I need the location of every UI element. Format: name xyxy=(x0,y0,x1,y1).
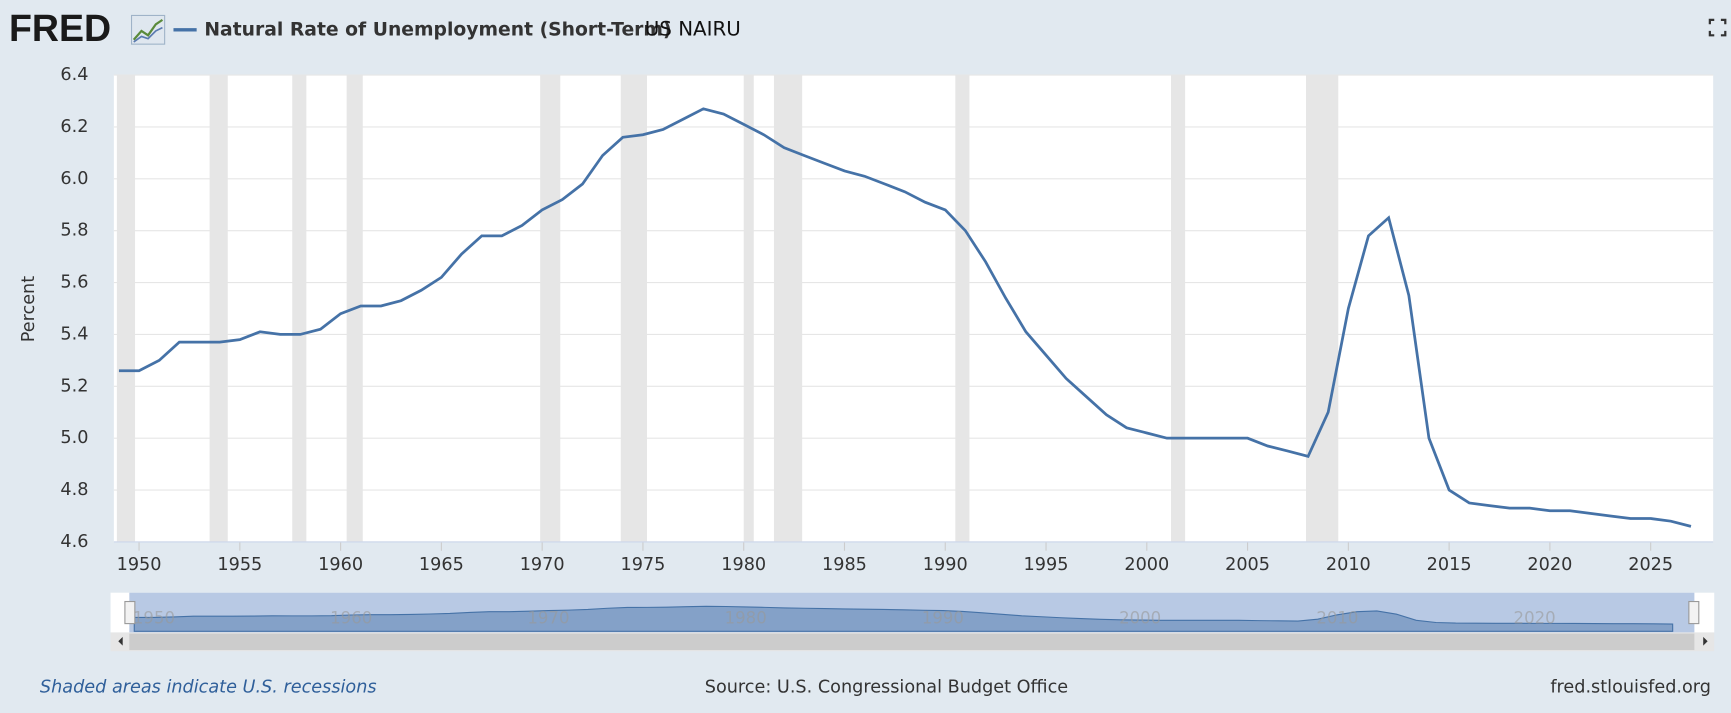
x-tick-label: 1960 xyxy=(318,555,363,575)
scrollbar-thumb[interactable] xyxy=(129,633,1695,651)
y-tick-label: 4.8 xyxy=(60,480,88,500)
navigator-handle[interactable] xyxy=(124,600,136,625)
x-tick-label: 2005 xyxy=(1225,555,1270,575)
navigator-tick-label: 1980 xyxy=(725,609,767,628)
scroll-right[interactable] xyxy=(1703,636,1708,646)
navigator-tick-label: 2010 xyxy=(1316,609,1358,628)
x-tick-label: 1950 xyxy=(117,555,162,575)
navigator-tick-label: 1970 xyxy=(527,609,569,628)
navigator-tick-label: 1990 xyxy=(922,609,964,628)
navigator: 1950 1960 1970 1980 1990 2000 2010 2020 xyxy=(110,592,1715,652)
series-line xyxy=(118,107,1692,528)
x-tick-label: 1980 xyxy=(721,555,766,575)
logo[interactable]: FRED xyxy=(9,7,111,49)
annotation: US NAIRU xyxy=(645,17,741,40)
y-tick-label: 5.8 xyxy=(60,221,88,241)
x-tick-label: 2010 xyxy=(1326,555,1371,575)
recession-band xyxy=(116,75,136,542)
recession-band xyxy=(292,75,307,542)
navigator-tick-label: 1950 xyxy=(133,609,175,628)
recession-band xyxy=(209,75,228,542)
recession-note[interactable]: Shaded areas indicate U.S. recessions xyxy=(40,678,377,698)
navigator-tick-label: 2000 xyxy=(1119,609,1161,628)
x-tick-label: 1975 xyxy=(620,555,665,575)
site-url[interactable]: fred.stlouisfed.org xyxy=(1550,678,1711,698)
recession-band xyxy=(1170,75,1186,542)
y-tick-label: 6.0 xyxy=(60,169,88,189)
x-tick-label: 1985 xyxy=(822,555,867,575)
fullscreen-button[interactable] xyxy=(1708,18,1727,37)
recession-band xyxy=(743,75,754,542)
recession-band xyxy=(540,75,561,542)
logo-icon xyxy=(130,14,166,45)
navigator-tick-label: 2020 xyxy=(1514,609,1556,628)
plot-area xyxy=(113,75,1714,542)
y-tick-label: 4.6 xyxy=(60,532,88,552)
legend-label: Natural Rate of Unemployment (Short-Term… xyxy=(204,19,671,40)
y-axis-label: Percent xyxy=(19,276,39,342)
x-tick-label: 1990 xyxy=(923,555,968,575)
scroll-left[interactable] xyxy=(118,636,123,646)
recession-band xyxy=(955,75,970,542)
navigator-handle[interactable] xyxy=(1688,600,1700,625)
x-tick-label: 2000 xyxy=(1124,555,1169,575)
x-tick-label: 2025 xyxy=(1628,555,1673,575)
recession-band xyxy=(1306,75,1339,542)
x-tick-label: 1955 xyxy=(217,555,262,575)
x-tick-label: 2020 xyxy=(1527,555,1572,575)
x-tick-label: 1995 xyxy=(1024,555,1069,575)
y-tick-label: 6.2 xyxy=(60,117,88,137)
x-tick-label: 2015 xyxy=(1427,555,1472,575)
y-tick-label: 5.4 xyxy=(60,324,88,344)
navigator-selection[interactable] xyxy=(129,592,1695,633)
y-tick-label: 6.4 xyxy=(60,65,88,85)
x-tick-label: 1970 xyxy=(520,555,565,575)
recession-band xyxy=(620,75,647,542)
x-tick-label: 1965 xyxy=(419,555,464,575)
y-tick-label: 5.2 xyxy=(60,376,88,396)
y-tick-label: 5.6 xyxy=(60,273,88,293)
navigator-tick-label: 1960 xyxy=(330,609,372,628)
navigator-area xyxy=(133,605,1674,632)
source: Source: U.S. Congressional Budget Office xyxy=(705,678,1068,698)
y-tick-label: 5.0 xyxy=(60,428,88,448)
